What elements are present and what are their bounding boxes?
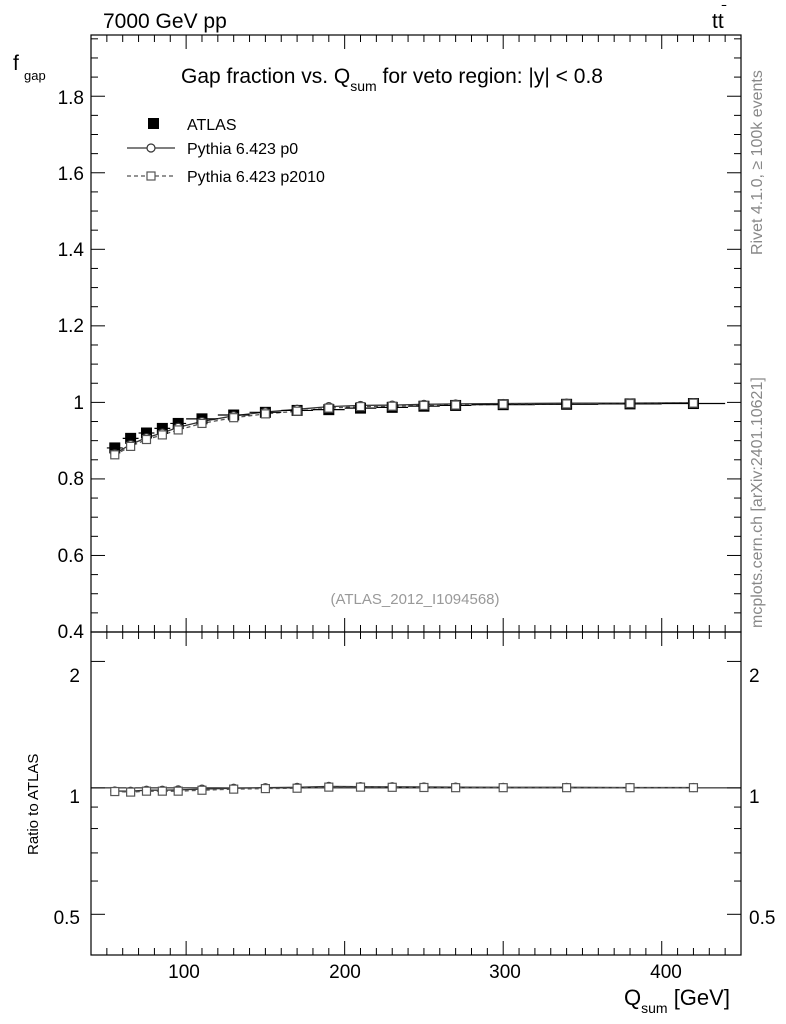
pythia-p2010-point xyxy=(688,398,699,408)
xlabel-main: Q xyxy=(624,985,641,1010)
ratio-y-tick-label: 0.5 xyxy=(54,908,80,929)
legend-p2010-label: Pythia 6.423 p2010 xyxy=(187,169,325,186)
x-axis-ticks xyxy=(106,35,726,955)
pythia-p2010-point xyxy=(451,400,461,410)
pythia-p2010-ratio-point xyxy=(562,783,572,793)
pythia-p2010-point xyxy=(260,409,270,419)
pythia-p2010-ratio-point xyxy=(292,783,302,793)
ratio-plot-frame xyxy=(90,631,742,956)
process-bar: ̄ xyxy=(721,5,727,7)
ylabel-main: f xyxy=(13,52,19,75)
title-part1: Gap fraction vs. Q xyxy=(181,65,350,88)
ratio-plot-series xyxy=(110,781,699,797)
pythia-p2010-point xyxy=(387,401,397,411)
atlas-data-point xyxy=(125,432,137,444)
pythia-p2010-ratio-point xyxy=(260,783,270,794)
pythia-p2010-point xyxy=(498,399,508,409)
ratio-y-axis-label: Ratio to ATLAS xyxy=(25,754,42,855)
pythia-p2010-ratio-point xyxy=(625,783,635,793)
ratio-y-tick-label-right: 1 xyxy=(749,787,760,808)
pythia-p2010-point xyxy=(141,434,152,445)
main-plot-series xyxy=(106,398,726,460)
pythia-p2010-line xyxy=(114,402,694,456)
y-tick-label: 1.4 xyxy=(58,240,85,261)
pythia-p2010-ratio-point xyxy=(173,786,183,796)
y-tick-label: 0.8 xyxy=(58,469,84,490)
pythia-p2010-point xyxy=(173,425,183,435)
pythia-p2010-point xyxy=(292,406,302,416)
pythia-p2010-ratio-point xyxy=(126,787,136,797)
pythia-p2010-point xyxy=(229,413,239,423)
pythia-p2010-point xyxy=(110,450,120,460)
ratio-y-tick-label: 1 xyxy=(69,787,80,808)
x-tick-label: 100 xyxy=(168,962,200,983)
title-sub: sum xyxy=(350,78,376,94)
pythia-p2010-point xyxy=(126,441,136,451)
xlabel-unit: [GeV] xyxy=(668,985,730,1010)
y-tick-label: 0.6 xyxy=(58,546,84,567)
header-energy-label: 7000 GeV pp xyxy=(103,10,227,33)
xlabel-sub: sum xyxy=(641,1000,667,1016)
pythia-p2010-ratio-point xyxy=(688,783,699,793)
x-axis-label: Qsum [GeV] xyxy=(624,985,730,1016)
legend-atlas-label: ATLAS xyxy=(187,117,237,134)
pythia-p2010-ratio-point xyxy=(141,786,152,796)
pythia-p2010-point xyxy=(625,398,635,409)
legend: ATLAS Pythia 6.423 p0 Pythia 6.423 p2010 xyxy=(127,117,325,186)
pythia-p2010-ratio-point xyxy=(451,783,461,793)
ratio-y-tick-label-right: 2 xyxy=(749,666,760,687)
rivet-version-label: Rivet 4.1.0, ≥ 100k events xyxy=(749,70,766,255)
pythia-p2010-point xyxy=(157,430,167,440)
ratio-y-tick-label: 2 xyxy=(69,666,80,687)
x-tick-labels: 100 200 300 400 xyxy=(168,962,682,983)
pythia-p2010-point xyxy=(419,400,429,411)
y-tick-label: 1 xyxy=(73,393,84,414)
main-axis-ticks xyxy=(91,38,741,633)
pythia-p0-line xyxy=(114,402,694,455)
atlas-data-point xyxy=(109,442,121,454)
process-text: tt xyxy=(712,10,724,33)
y-tick-label: 1.2 xyxy=(58,316,84,337)
main-y-axis-label: f gap xyxy=(13,52,46,83)
y-tick-label: 0.4 xyxy=(58,622,85,643)
pythia-p2010-ratio-point xyxy=(498,783,508,793)
source-url-label: mcplots.cern.ch [arXiv:2401.10621] xyxy=(749,377,766,628)
pythia-p2010-ratio-point xyxy=(419,782,429,793)
y-tick-label: 1.6 xyxy=(58,164,84,185)
pythia-p2010-point xyxy=(562,399,572,409)
pythia-p2010-point xyxy=(197,418,207,429)
ratio-y-tick-labels: 0.5 1 2 0.5 1 2 xyxy=(54,666,776,929)
x-tick-label: 300 xyxy=(489,962,521,983)
analysis-id-label: (ATLAS_2012_I1094568) xyxy=(330,591,499,608)
pythia-p2010-ratio-point xyxy=(157,786,167,796)
pythia-p2010-ratio-point xyxy=(387,782,397,792)
x-tick-label: 400 xyxy=(650,962,682,983)
x-tick-label: 200 xyxy=(329,962,361,983)
pythia-p2010-ratio-point xyxy=(197,785,207,795)
ylabel-sub: gap xyxy=(24,68,46,83)
legend-p0-label: Pythia 6.423 p0 xyxy=(187,141,298,158)
legend-atlas-marker xyxy=(148,118,159,129)
pythia-p2010-ratio-point xyxy=(110,786,120,797)
pythia-p2010-ratio-point xyxy=(229,784,239,794)
main-y-tick-labels: 0.4 0.6 0.8 1 1.2 1.4 1.6 1.8 xyxy=(58,88,85,643)
header-process-label: tt ̄ xyxy=(712,5,727,33)
y-tick-label: 1.8 xyxy=(58,88,84,109)
legend-p0-marker xyxy=(146,143,156,153)
pythia-p2010-ratio-point xyxy=(324,782,334,792)
pythia-p2010-point xyxy=(324,403,334,413)
ratio-y-tick-label-right: 0.5 xyxy=(749,908,775,929)
title-part2: for veto region: |y| < 0.8 xyxy=(377,65,603,88)
legend-p2010-marker xyxy=(146,171,156,181)
main-plot-title: Gap fraction vs. Qsum for veto region: |… xyxy=(181,65,603,94)
pythia-p2010-point xyxy=(355,401,366,412)
pythia-p2010-ratio-point xyxy=(355,782,366,792)
